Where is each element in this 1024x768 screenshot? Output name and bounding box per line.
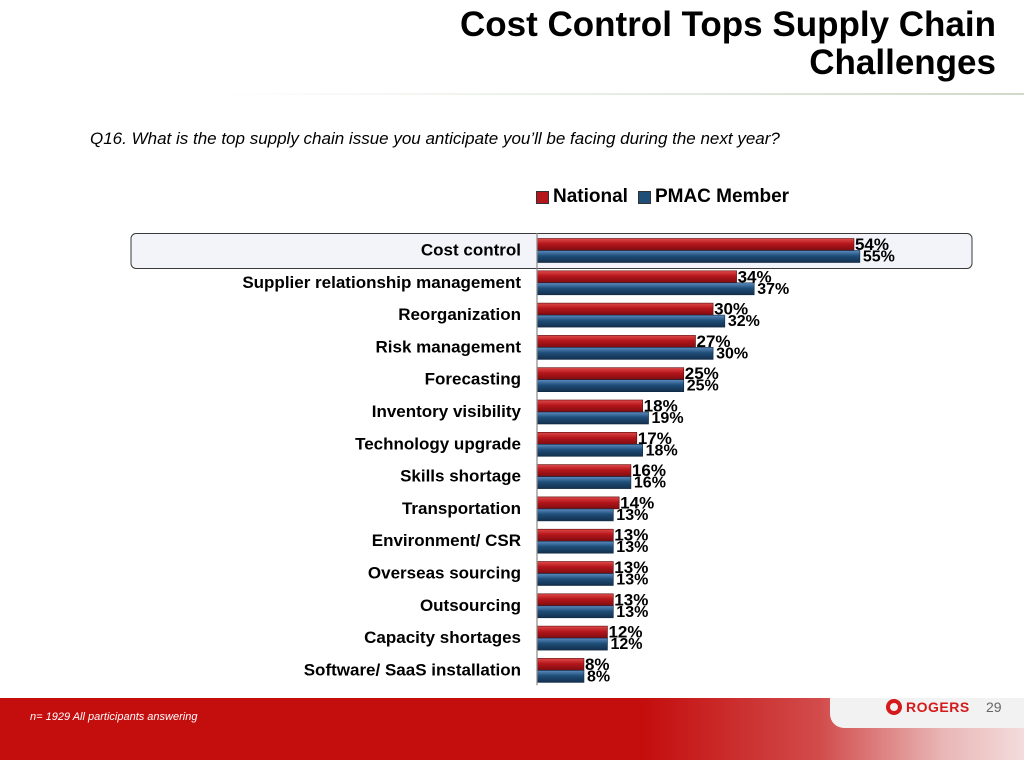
- category-label: Forecasting: [425, 370, 521, 389]
- bar-national: [536, 335, 696, 348]
- category-label: Outsourcing: [420, 596, 521, 615]
- data-label-national: 14%: [620, 493, 654, 512]
- bar-pmac: [536, 282, 755, 296]
- data-label-national: 27%: [696, 332, 730, 351]
- chart-legend: National PMAC Member: [536, 186, 799, 208]
- data-label-national: 12%: [608, 623, 642, 642]
- bar-pmac: [536, 379, 685, 393]
- rogers-logo-text: ROGERS: [906, 699, 970, 715]
- bar-pmac: [536, 670, 585, 683]
- category-label: Software/ SaaS installation: [304, 660, 521, 679]
- category-label: Cost control: [421, 241, 521, 260]
- bar-national: [536, 561, 614, 574]
- slide-title-line-2: Challenges: [809, 43, 996, 82]
- data-label-national: 13%: [614, 590, 648, 609]
- bar-pmac: [536, 347, 714, 360]
- data-label-pmac: 32%: [728, 313, 760, 330]
- category-label: Transportation: [402, 499, 521, 518]
- data-label-national: 30%: [714, 300, 748, 319]
- category-label: Risk management: [376, 337, 522, 356]
- bar-pmac: [536, 508, 614, 522]
- bar-pmac: [536, 443, 643, 457]
- bar-pmac: [536, 250, 861, 263]
- rogers-logo: ROGERS: [886, 699, 970, 715]
- bar-national: [536, 238, 855, 251]
- bar-national: [536, 302, 714, 316]
- sample-size-note: n= 1929 All participants answering: [30, 711, 198, 723]
- bar-national: [536, 625, 608, 639]
- bar-national: [536, 431, 638, 445]
- bar-pmac: [536, 605, 614, 619]
- page-number: 29: [986, 699, 1002, 715]
- data-label-national: 54%: [855, 235, 889, 254]
- data-label-pmac: 16%: [634, 475, 666, 492]
- bar-pmac: [536, 573, 614, 586]
- data-label-national: 34%: [738, 267, 772, 286]
- data-label-pmac: 25%: [687, 378, 719, 395]
- data-label-pmac: 13%: [616, 572, 648, 589]
- slide-title-line-1: Cost Control Tops Supply Chain: [460, 5, 996, 44]
- title-divider: [220, 93, 1024, 95]
- data-label-pmac: 18%: [646, 442, 678, 459]
- data-label-pmac: 13%: [616, 539, 648, 556]
- category-label: Capacity shortages: [364, 628, 521, 647]
- bar-national: [536, 593, 614, 607]
- data-label-national: 13%: [614, 558, 648, 577]
- bar-national: [536, 367, 685, 381]
- category-label: Technology upgrade: [355, 434, 521, 453]
- slide-title: Cost Control Tops Supply Chain Challenge…: [296, 6, 996, 82]
- category-label: Skills shortage: [400, 467, 521, 486]
- category-label: Environment/ CSR: [372, 531, 521, 550]
- data-label-pmac: 12%: [610, 636, 642, 653]
- data-label-pmac: 8%: [587, 668, 610, 685]
- data-label-pmac: 19%: [652, 410, 684, 427]
- bar-national: [536, 464, 632, 477]
- data-label-national: 25%: [685, 364, 719, 383]
- bar-national: [536, 496, 620, 510]
- category-label: Inventory visibility: [372, 402, 522, 421]
- bar-pmac: [536, 637, 608, 651]
- footer-logo-panel: [830, 698, 1024, 728]
- data-label-pmac: 13%: [616, 507, 648, 524]
- bar-pmac: [536, 411, 649, 425]
- data-label-national: 18%: [644, 397, 678, 416]
- legend-swatch-national: [536, 190, 549, 204]
- legend-swatch-pmac: [637, 190, 651, 204]
- data-label-pmac: 13%: [616, 604, 648, 621]
- category-label: Supplier relationship management: [242, 273, 521, 292]
- rogers-logo-icon: [886, 699, 902, 715]
- category-label: Reorganization: [398, 305, 521, 324]
- legend-label-pmac: PMAC Member: [654, 186, 790, 207]
- data-label-pmac: 37%: [757, 281, 789, 298]
- bar-chart: Cost control 54%55% Supplier relationship …: [130, 233, 973, 685]
- bar-pmac: [536, 476, 632, 489]
- legend-item-national: National: [536, 186, 628, 208]
- bar-national: [536, 270, 737, 284]
- data-label-national: 17%: [638, 429, 672, 448]
- bar-pmac: [536, 540, 614, 554]
- bar-pmac: [536, 314, 726, 328]
- bar-national: [536, 528, 614, 542]
- bar-national: [536, 658, 585, 671]
- legend-label-national: National: [553, 186, 628, 207]
- data-label-national: 8%: [585, 655, 610, 674]
- data-label-national: 16%: [632, 461, 666, 480]
- legend-item-pmac: PMAC Member: [637, 186, 790, 208]
- data-label-national: 13%: [614, 526, 648, 545]
- bar-national: [536, 399, 643, 413]
- data-label-pmac: 55%: [863, 249, 895, 266]
- survey-question: Q16. What is the top supply chain issue …: [90, 129, 780, 148]
- category-label: Overseas sourcing: [368, 564, 521, 583]
- data-label-pmac: 30%: [716, 345, 748, 362]
